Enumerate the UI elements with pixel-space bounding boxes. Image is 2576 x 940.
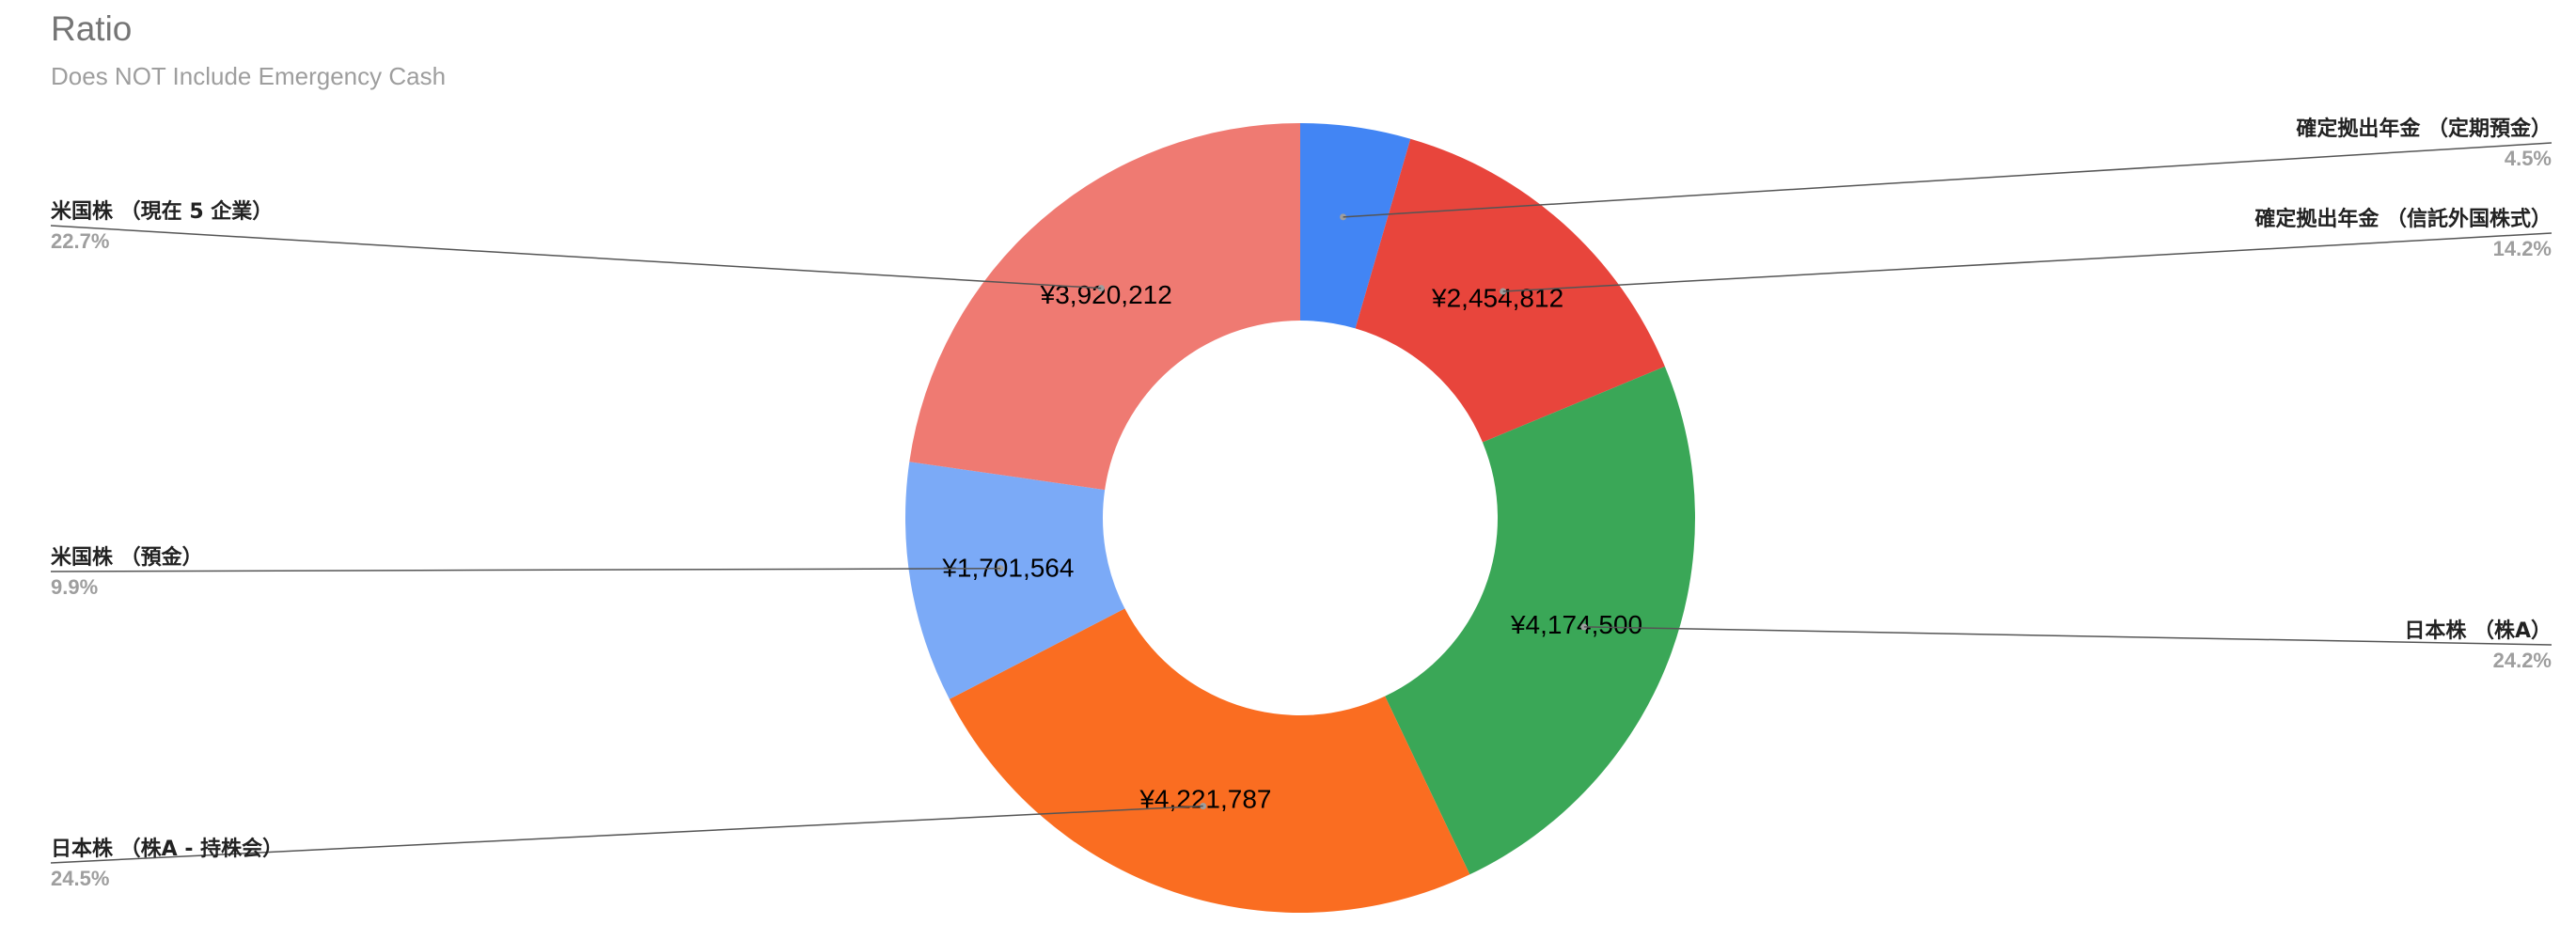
slice-percent-label-1: 14.2% [2493,237,2552,260]
chart-title: Ratio [51,9,133,48]
slice-percent-label-4: 9.9% [51,575,98,599]
leader-line-3 [50,805,1203,864]
slice-category-label-4: 米国株 （預金） [51,545,203,570]
slice-category-label-2: 日本株 （株A） [2404,619,2552,643]
slice-value-label-5: ¥3,920,212 [1040,280,1172,309]
slice-category-label-0: 確定拠出年金 （定期預金） [2296,117,2552,141]
slice-percent-label-0: 4.5% [2505,147,2552,170]
slice-0[interactable] [1300,123,1411,329]
leader-line-2 [1583,626,2552,646]
slice-5[interactable] [909,123,1300,491]
slice-value-label-1: ¥2,454,812 [1431,283,1563,312]
slice-4[interactable] [904,462,1125,699]
leader-line-1 [1502,232,2552,292]
slice-percent-label-2: 24.2% [2493,649,2552,672]
leader-line-5 [50,225,1102,290]
leader-line-4 [50,568,1001,572]
chart-subtitle: Does NOT Include Emergency Cash [51,62,447,90]
slice-value-label-4: ¥1,701,564 [941,553,1074,582]
slice-2[interactable] [1385,366,1696,875]
slice-value-label-2: ¥4,174,500 [1510,610,1642,639]
slice-3[interactable] [949,608,1470,913]
slice-category-label-5: 米国株 （現在 5 企業） [51,199,273,224]
slice-percent-label-5: 22.7% [51,229,109,253]
leader-line-0 [1343,142,2552,218]
slice-percent-label-3: 24.5% [51,867,109,890]
slice-value-label-3: ¥4,221,787 [1139,785,1271,814]
value-labels-group: ¥2,454,812 ¥4,174,500 ¥4,221,787 ¥1,701,564… [941,280,1642,814]
slice-category-label-1: 確定拠出年金 （信託外国株式） [2254,207,2552,231]
slice-category-label-3: 日本株 （株A - 持株会） [51,837,283,861]
slices-group [904,123,1696,913]
leader-lines-group: 確定拠出年金 （定期預金） 4.5% 確定拠出年金 （信託外国株式） 14.2% 日本株… [50,117,2552,890]
